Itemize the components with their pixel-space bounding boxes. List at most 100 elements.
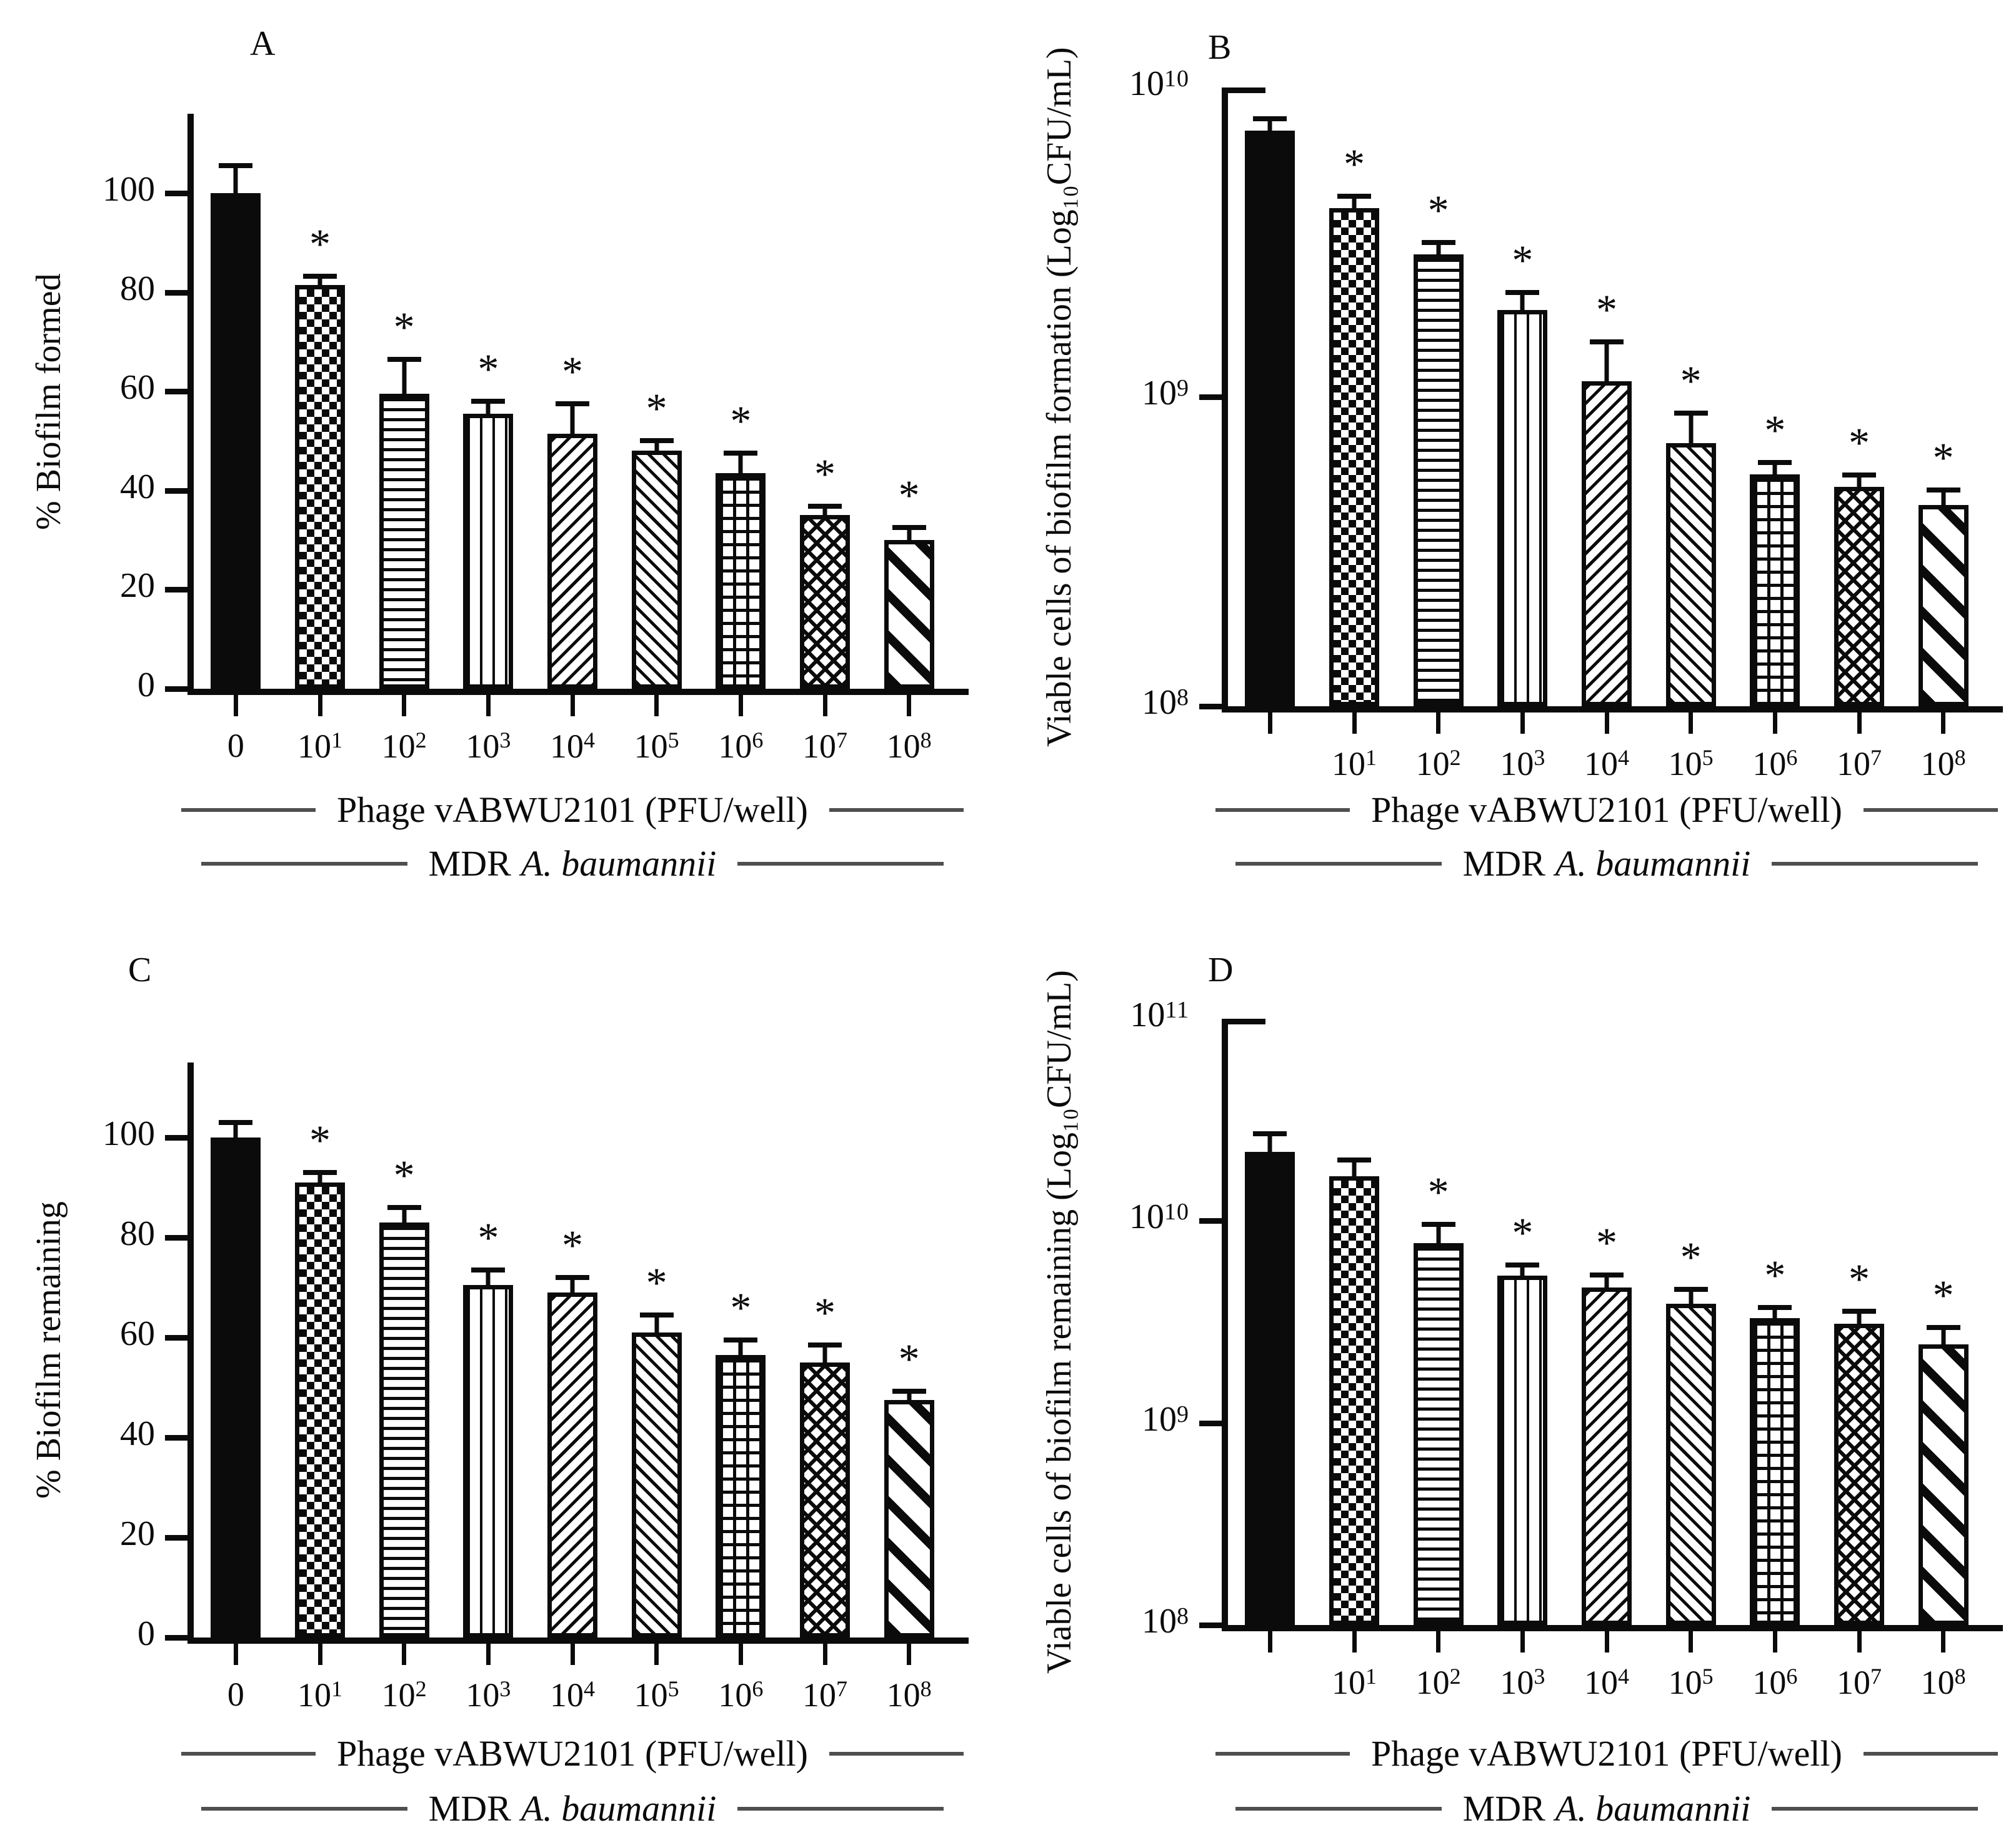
significance-asterisk: * [730, 1284, 752, 1331]
x-axis-line [187, 689, 969, 695]
significance-asterisk: * [1932, 1271, 1954, 1319]
x-tick-label: 101 [297, 1676, 342, 1714]
y-axis-tick [165, 1335, 187, 1341]
significance-asterisk: * [1932, 434, 1954, 482]
y-tick-label: 60 [120, 368, 155, 408]
x-axis-caption-text: Phage vABWU2101 (PFU/well) [337, 789, 808, 830]
x-axis-tick [486, 1642, 491, 1665]
plot-area-c: 0 20 40 60 80 100 0 * 101 * 102 * 103 * 104 * 105 * 106 * 10… [102, 1062, 969, 1712]
x-axis-line [187, 1638, 969, 1644]
x-tick-label: 0 [227, 727, 244, 764]
y-tick-label: 40 [120, 1414, 155, 1453]
bar [1413, 1242, 1464, 1625]
plot-area-b: 108 109 1010 * 101 * 102 * 103 * 104 * 105 * 106 * 107 * 1… [1129, 66, 2003, 781]
caption-rule-icon [1863, 1751, 1998, 1756]
x-tick-label: 105 [634, 728, 679, 765]
error-bar [1926, 1325, 1960, 1348]
error-bar [1926, 488, 1960, 509]
x-tick-label: 107 [1837, 1664, 1882, 1701]
error-bar [1337, 194, 1371, 212]
significance-asterisk: * [1512, 236, 1534, 284]
x-axis-tick [822, 694, 827, 716]
x-axis-tick [1352, 1630, 1357, 1652]
error-bar [1421, 1222, 1455, 1247]
y-axis-tick [1199, 704, 1222, 709]
significance-asterisk: * [1764, 1251, 1786, 1299]
significance-asterisk: * [1344, 140, 1365, 188]
y-tick-label: 109 [1142, 1399, 1189, 1439]
bar [295, 284, 345, 689]
y-tick-label: 20 [120, 1514, 155, 1553]
y-axis-line [187, 1062, 194, 1644]
x-axis-tick [317, 1642, 322, 1665]
x-axis-tick [570, 1642, 575, 1665]
y-axis-tick [165, 389, 187, 395]
x-axis-tick [1604, 1630, 1609, 1652]
bar [295, 1182, 345, 1638]
x-tick-label: 108 [886, 1676, 932, 1714]
panel-letter-c: C [128, 951, 152, 989]
x-axis-tick [1857, 1630, 1862, 1652]
error-bar [303, 1170, 337, 1186]
x-tick-label: 101 [297, 728, 342, 765]
y-tick-label: 0 [137, 666, 155, 704]
y-axis-line [1222, 88, 1228, 712]
x-axis-tick [1436, 1630, 1441, 1652]
error-bar [387, 1205, 421, 1226]
significance-asterisk: * [562, 348, 583, 395]
y-tick-label: 1010 [1129, 1198, 1189, 1237]
significance-asterisk: * [309, 1116, 331, 1164]
error-bar [808, 1342, 842, 1366]
significance-asterisk: * [646, 1259, 667, 1306]
error-bar [556, 401, 589, 438]
error-bar [303, 273, 337, 289]
error-bar [1253, 1131, 1287, 1156]
error-bar [808, 504, 842, 519]
strain-caption-text: MDR A. baumannii [1462, 843, 1751, 884]
caption-rule-icon [1772, 1806, 1979, 1811]
x-axis-tick [317, 694, 322, 716]
significance-asterisk: * [1596, 285, 1617, 333]
panel-a: A % Biofilm formed 0 20 40 60 80 100 0 * 101 * 102… [0, 0, 1008, 915]
panel-b: B Viable cells of biofilm formation (Log… [1008, 0, 2016, 915]
y-axis-tick [165, 587, 187, 593]
x-tick-label: 105 [634, 1676, 679, 1714]
x-tick-label: 104 [1584, 1664, 1629, 1701]
x-tick-label: 103 [466, 1676, 511, 1714]
plot-area-d: 108 109 1010 1011 101 * 102 * 103 * 104 * 105 * 106 * 10… [1129, 998, 2003, 1699]
significance-asterisk: * [814, 1289, 836, 1336]
bar [884, 540, 934, 689]
caption-rule-icon [1772, 861, 1979, 866]
x-axis-tick [1604, 711, 1609, 734]
error-bar [1842, 472, 1876, 491]
x-axis-tick [1267, 711, 1272, 734]
y-tick-label: 0 [137, 1614, 155, 1653]
caption-rule-icon [1863, 808, 1998, 812]
significance-asterisk: * [1427, 1168, 1449, 1216]
error-bar [471, 399, 506, 418]
x-axis-tick [738, 694, 743, 716]
strain-caption-d: MDR A. baumannii [1128, 1788, 2016, 1829]
bar [1329, 208, 1379, 706]
x-axis-tick [1772, 1630, 1777, 1652]
panel-d: D Viable cells of biofilm remaining (Log… [1008, 915, 2016, 1830]
bar [884, 1400, 934, 1638]
significance-asterisk: * [1427, 186, 1449, 234]
significance-asterisk: * [646, 384, 667, 432]
x-axis-tick [1689, 711, 1694, 734]
x-tick-label: 0 [227, 1676, 244, 1713]
bar [547, 433, 597, 689]
panel-c: C % Biofilm remaining 0 20 40 60 80 100 0 * 101 *… [0, 915, 1008, 1830]
significance-asterisk: * [1764, 406, 1786, 454]
significance-asterisk: * [477, 1214, 499, 1261]
significance-asterisk: * [1849, 418, 1870, 466]
x-axis-tick [1520, 1630, 1525, 1652]
bar [1750, 1318, 1800, 1625]
significance-asterisk: * [1849, 1255, 1870, 1303]
x-axis-tick [907, 694, 912, 716]
x-axis-tick [402, 694, 407, 716]
y-axis-tick [165, 488, 187, 494]
caption-rule-icon [829, 808, 964, 812]
x-axis-tick [1941, 711, 1946, 734]
bar [1245, 1152, 1295, 1625]
